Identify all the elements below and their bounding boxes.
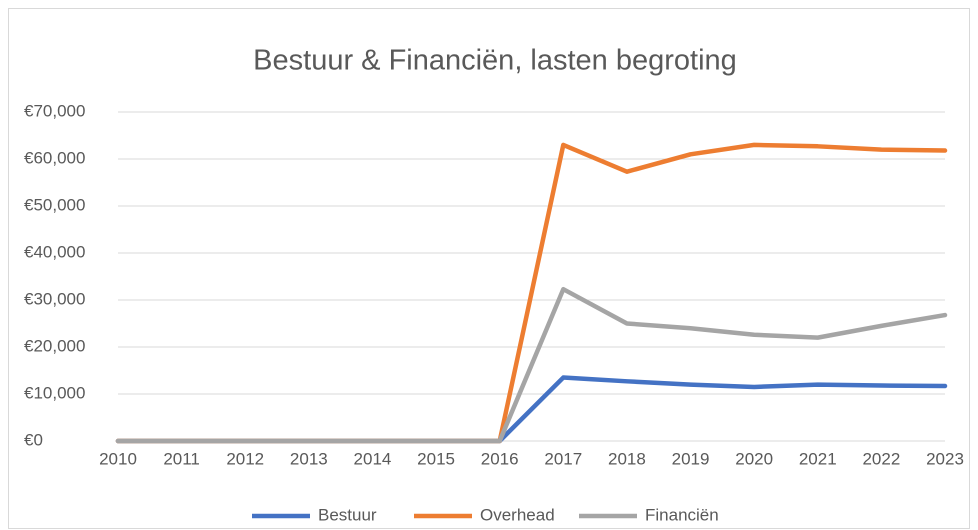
x-tick-label: 2016 [481, 449, 519, 468]
x-tick-label: 2021 [799, 449, 837, 468]
y-tick-label: €40,000 [24, 242, 85, 261]
legend-label: Bestuur [318, 505, 377, 524]
x-tick-label: 2012 [226, 449, 264, 468]
y-tick-label: €50,000 [24, 195, 85, 214]
x-tick-label: 2020 [735, 449, 773, 468]
x-tick-label: 2023 [926, 449, 964, 468]
x-tick-label: 2010 [99, 449, 137, 468]
y-tick-label: €60,000 [24, 148, 85, 167]
x-tick-label: 2018 [608, 449, 646, 468]
legend-label: Overhead [480, 505, 555, 524]
y-tick-label: €10,000 [24, 383, 85, 402]
x-tick-label: 2014 [354, 449, 392, 468]
x-tick-label: 2015 [417, 449, 455, 468]
x-tick-label: 2011 [163, 449, 200, 468]
y-tick-label: €0 [24, 430, 43, 449]
legend-label: Financiën [645, 505, 719, 524]
y-tick-label: €30,000 [24, 289, 85, 308]
x-tick-label: 2022 [862, 449, 900, 468]
x-tick-label: 2013 [290, 449, 328, 468]
chart-title: Bestuur & Financiën, lasten begroting [253, 45, 737, 77]
series-line [115, 286, 948, 444]
x-tick-label: 2019 [672, 449, 710, 468]
y-tick-label: €70,000 [24, 101, 85, 120]
y-tick-label: €20,000 [24, 336, 85, 355]
x-tick-label: 2017 [544, 449, 582, 468]
